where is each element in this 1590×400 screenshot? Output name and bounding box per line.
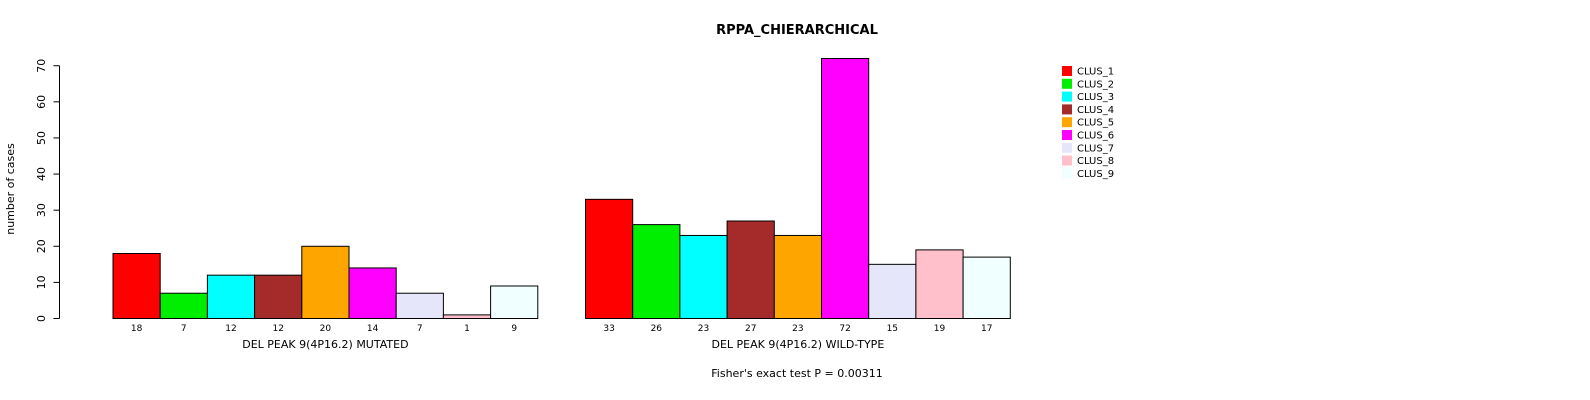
- legend-label: CLUS_2: [1077, 79, 1114, 90]
- bar-clus-9: [490, 285, 539, 319]
- y-tick-label: 40: [35, 167, 48, 181]
- bar-clus-9: [962, 256, 1011, 320]
- bar-clus-8: [915, 249, 964, 319]
- bar-clus-8: [442, 314, 492, 319]
- bar-count-label: 17: [981, 324, 992, 334]
- legend-swatch: [1062, 117, 1072, 128]
- legend-label: CLUS_9: [1077, 169, 1114, 180]
- bar-count-label: 14: [367, 324, 379, 334]
- bar-clus-5: [773, 234, 822, 319]
- legend-label: CLUS_5: [1077, 118, 1114, 129]
- bar-count-label: 23: [698, 324, 709, 334]
- bar-clus-1: [112, 253, 161, 319]
- y-tick-label: 30: [35, 203, 48, 217]
- y-axis-title: number of cases: [4, 143, 17, 235]
- y-axis: 0 10 20 30 40 50 60 70: [35, 59, 60, 322]
- bar-count-label: 72: [839, 324, 850, 334]
- bar-clus-1: [585, 198, 634, 319]
- bar-clus-4: [254, 274, 303, 319]
- y-tick-label: 60: [35, 95, 48, 109]
- legend: CLUS_1CLUS_2CLUS_3CLUS_4CLUS_5CLUS_6CLUS…: [1062, 66, 1114, 180]
- bar-count-label: 1: [464, 324, 470, 334]
- bar-clus-2: [159, 292, 208, 320]
- bar-count-label: 33: [603, 324, 614, 334]
- bar-count-label: 7: [417, 324, 423, 334]
- bar-clus-3: [206, 274, 256, 319]
- fisher-test-footnote: Fisher's exact test P = 0.00311: [711, 367, 882, 380]
- legend-swatch: [1062, 130, 1072, 140]
- chart-title: RPPA_CHIERARCHICAL: [716, 23, 878, 38]
- bar-count-label: 26: [651, 324, 663, 334]
- y-tick-label: 20: [35, 239, 48, 253]
- group-label: DEL PEAK 9(4P16.2) MUTATED: [242, 338, 408, 351]
- bar-clus-7: [395, 292, 444, 320]
- bar-count-label: 9: [511, 324, 517, 334]
- bar-count-label: 23: [792, 324, 803, 334]
- bar-count-label: 7: [181, 324, 187, 334]
- legend-swatch: [1062, 91, 1072, 102]
- legend-swatch: [1062, 155, 1072, 166]
- bar-clus-6: [348, 267, 397, 320]
- y-tick-label: 0: [35, 315, 48, 322]
- legend-label: CLUS_7: [1077, 143, 1114, 154]
- bar-count-label: 12: [225, 324, 236, 334]
- legend-label: CLUS_4: [1077, 105, 1114, 116]
- bar-clus-4: [726, 220, 775, 319]
- legend-swatch: [1062, 78, 1072, 89]
- bar-count-label: 27: [745, 324, 756, 334]
- bar-clus-5: [301, 245, 350, 319]
- bar-count-label: 15: [887, 324, 898, 334]
- legend-swatch: [1062, 142, 1072, 153]
- bar-group-wild-type: 33 26 23 27 23 72 15 19 17 DEL PEAK 9(4P16.2) WIL…: [585, 58, 1011, 351]
- bar-group-mutated: 18 7 12 12 20 14 7 1 9 DEL PEAK 9(4P16.2) MUTATED: [112, 245, 539, 351]
- group-label: DEL PEAK 9(4P16.2) WILD-TYPE: [712, 338, 885, 351]
- legend-label: CLUS_6: [1077, 131, 1114, 142]
- y-tick-label: 50: [35, 131, 48, 145]
- legend-swatch: [1062, 104, 1072, 115]
- bar-clus-6: [821, 58, 870, 319]
- bar-clus-2: [632, 224, 681, 319]
- legend-swatch: [1062, 66, 1072, 76]
- bar-count-label: 19: [934, 324, 946, 334]
- bar-clus-7: [868, 263, 917, 320]
- bar-clus-3: [679, 234, 728, 319]
- bar-count-label: 12: [272, 324, 283, 334]
- y-tick-label: 70: [35, 59, 48, 73]
- legend-label: CLUS_8: [1077, 156, 1114, 167]
- legend-label: CLUS_3: [1077, 92, 1114, 103]
- legend-label: CLUS_1: [1077, 67, 1114, 78]
- bar-count-label: 20: [320, 324, 332, 334]
- legend-swatch: [1062, 168, 1072, 179]
- y-tick-label: 10: [35, 275, 48, 289]
- bar-count-label: 18: [131, 324, 143, 334]
